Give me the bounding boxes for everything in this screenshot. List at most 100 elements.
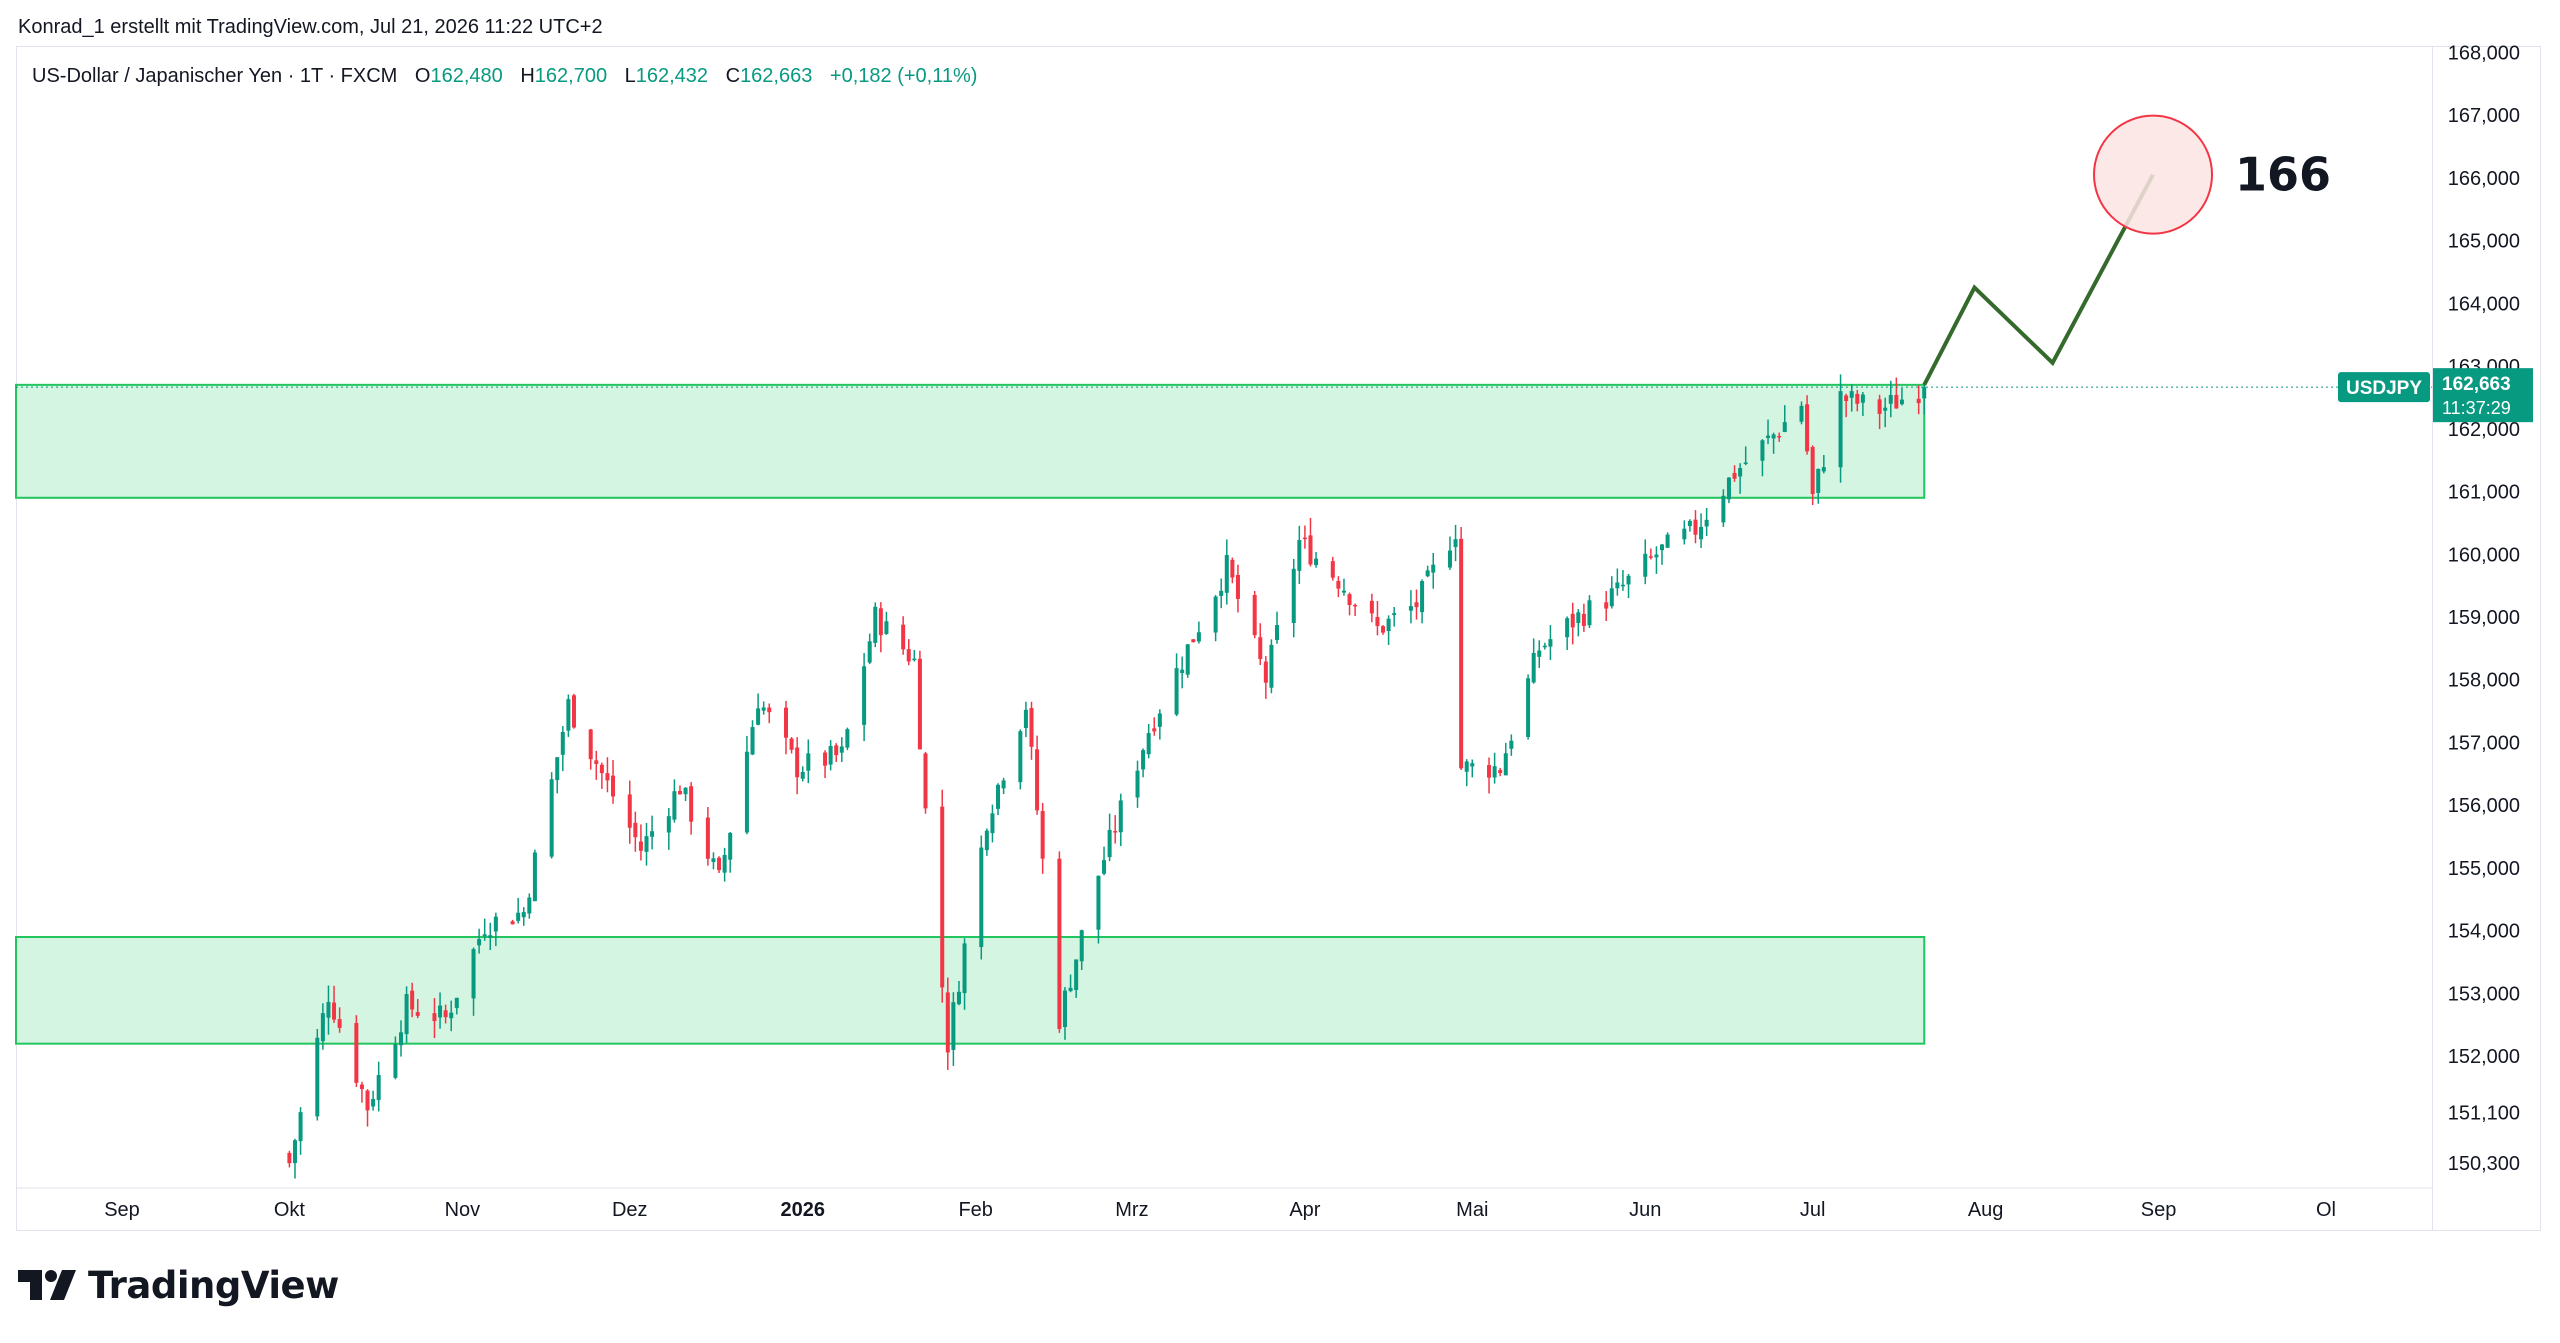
candle-body bbox=[917, 658, 922, 750]
candle-body bbox=[1029, 708, 1034, 747]
candle-body bbox=[644, 836, 649, 852]
candle-body bbox=[728, 833, 733, 860]
candle-body bbox=[761, 707, 766, 711]
legend-l-label: L bbox=[625, 65, 636, 87]
candle-body bbox=[1654, 554, 1659, 558]
candle-body bbox=[1570, 613, 1575, 628]
candle-body bbox=[1860, 394, 1865, 403]
candle-body bbox=[990, 813, 995, 834]
candle-body bbox=[1721, 495, 1726, 523]
candle-body bbox=[1855, 393, 1860, 404]
x-tick-label: Ol bbox=[2316, 1199, 2336, 1221]
candle-body bbox=[555, 757, 560, 781]
candle-body bbox=[1135, 770, 1140, 798]
tradingview-logo-icon bbox=[18, 1270, 76, 1300]
candle-body bbox=[527, 897, 532, 914]
candle-body bbox=[1314, 558, 1319, 566]
candle-body bbox=[1894, 394, 1899, 409]
candle-body bbox=[410, 990, 415, 1010]
candle-body bbox=[951, 1002, 956, 1050]
candle-body bbox=[1877, 399, 1882, 414]
candle-body bbox=[1782, 422, 1787, 432]
candle-body bbox=[516, 912, 521, 921]
candle-body bbox=[560, 732, 565, 755]
projection-path bbox=[1922, 173, 2155, 386]
candle-body bbox=[510, 921, 515, 925]
candle-body bbox=[979, 847, 984, 948]
candle-body bbox=[677, 790, 682, 795]
candle-body bbox=[471, 949, 476, 999]
candle-body bbox=[1615, 582, 1620, 589]
zone-1[interactable] bbox=[15, 383, 1926, 499]
candle-body bbox=[1252, 594, 1257, 636]
candle-body bbox=[1263, 661, 1268, 683]
y-tick-label: 152,000 bbox=[2448, 1046, 2520, 1068]
candle-body bbox=[1297, 540, 1302, 571]
candle-body bbox=[443, 1010, 448, 1018]
candle-body bbox=[884, 621, 889, 634]
zone-2[interactable] bbox=[15, 936, 1926, 1045]
candle-body bbox=[438, 1005, 443, 1018]
candle-body bbox=[1587, 600, 1592, 626]
candle-body bbox=[806, 753, 811, 771]
candle-body bbox=[845, 729, 850, 748]
candle-body bbox=[839, 746, 844, 753]
candle-body bbox=[1274, 625, 1280, 641]
candle-body bbox=[1888, 395, 1893, 404]
candle-body bbox=[1341, 590, 1346, 593]
y-tick-label: 157,000 bbox=[2448, 732, 2520, 754]
candle-body bbox=[1425, 570, 1430, 577]
candle-body bbox=[1074, 959, 1079, 990]
candle-body bbox=[1760, 440, 1765, 461]
candle-body bbox=[1805, 404, 1810, 452]
candle-body bbox=[532, 852, 537, 902]
candle-body bbox=[1062, 990, 1067, 1027]
candle-body bbox=[867, 641, 872, 663]
candle-body bbox=[1018, 731, 1023, 783]
candle-body bbox=[906, 649, 911, 662]
candle-body bbox=[398, 1032, 404, 1046]
price-axis[interactable]: 150,300 151,100 152,000 153,000 154,000 155,0… bbox=[2448, 42, 2520, 1175]
candle-body bbox=[1687, 520, 1692, 527]
candle-body bbox=[1531, 652, 1536, 683]
candle-body bbox=[521, 912, 526, 918]
x-tick-label: Nov bbox=[445, 1199, 481, 1221]
candle-body bbox=[371, 1098, 376, 1107]
x-tick-label: Mrz bbox=[1115, 1199, 1148, 1221]
projection-line[interactable] bbox=[1922, 173, 2155, 386]
candle-body bbox=[923, 753, 928, 809]
candle-body bbox=[1704, 519, 1709, 527]
candle-body bbox=[1408, 606, 1413, 611]
price-tag: USDJPY 162,663 11:37:29 bbox=[2338, 368, 2533, 423]
candle-body bbox=[795, 747, 800, 778]
x-tick-label: Aug bbox=[1968, 1199, 2004, 1221]
candle-body bbox=[1838, 391, 1843, 468]
candle-body bbox=[1057, 858, 1062, 1029]
candle-body bbox=[638, 841, 643, 851]
candle-body bbox=[717, 857, 722, 871]
candle-body bbox=[292, 1140, 297, 1164]
tradingview-logo[interactable]: TradingView bbox=[18, 1262, 339, 1308]
candle-body bbox=[1040, 811, 1045, 859]
candle-body bbox=[1699, 526, 1704, 540]
candle-body bbox=[666, 816, 671, 833]
candle-body bbox=[789, 738, 794, 750]
legend-symbol[interactable]: US-Dollar / Japanischer Yen · 1T · FXCM bbox=[32, 65, 397, 87]
candle-body bbox=[633, 822, 638, 838]
candle-body bbox=[1369, 600, 1374, 614]
candle-body bbox=[298, 1112, 303, 1142]
candle-body bbox=[1219, 590, 1224, 596]
y-tick-label: 164,000 bbox=[2448, 293, 2520, 315]
target-circle[interactable] bbox=[2093, 114, 2214, 235]
candle-body bbox=[1509, 740, 1514, 749]
candle-body bbox=[1732, 472, 1737, 479]
candle-body bbox=[1849, 391, 1854, 398]
candle-body bbox=[711, 858, 716, 863]
candle-body bbox=[1526, 678, 1531, 737]
time-axis[interactable]: Sep Okt Nov Dez 2026 Feb Mrz Apr Mai Jun Jul Aug Sep… bbox=[104, 1199, 2336, 1221]
candle-body bbox=[1146, 733, 1151, 755]
legend-line: US-Dollar / Japanischer Yen · 1T · FXCM … bbox=[32, 65, 977, 87]
candle-body bbox=[1693, 519, 1698, 535]
candle-body bbox=[1068, 987, 1073, 992]
